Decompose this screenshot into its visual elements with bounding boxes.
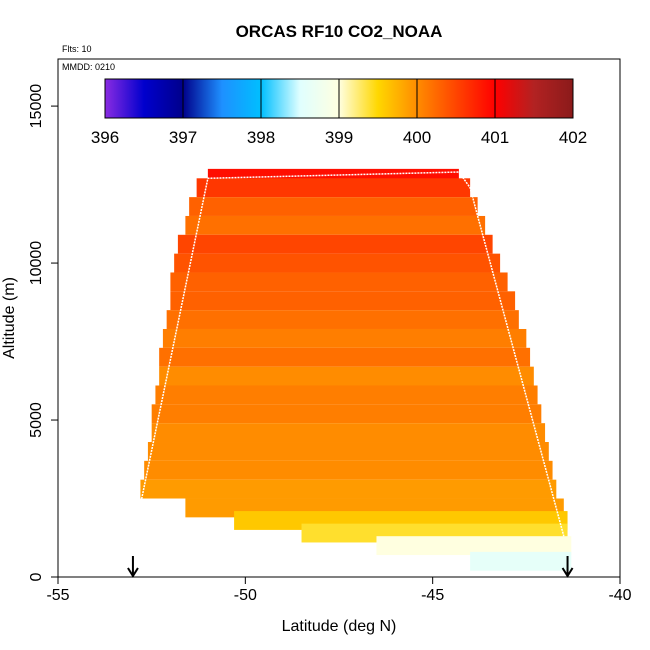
data-band: [155, 385, 538, 405]
plot-frame: [57, 58, 621, 578]
data-band: [162, 328, 527, 348]
data-band: [189, 197, 478, 216]
landing-arrow-head: [561, 567, 574, 578]
plot-area: [127, 168, 574, 578]
data-band: [170, 291, 516, 311]
x-tick-label: -55: [46, 587, 69, 604]
colorbar-tick-label: 400: [403, 128, 431, 147]
colorbar: 396 397 398 399 400 401 402: [91, 78, 587, 147]
data-band: [185, 215, 486, 235]
data-band: [159, 366, 534, 386]
x-axis-label: Latitude (deg N): [282, 618, 397, 635]
x-tick-label: -45: [421, 587, 444, 604]
takeoff-arrow-head: [127, 567, 139, 578]
y-axis-label: Altitude (m): [1, 277, 18, 359]
flights-note: Flts: 10: [62, 44, 92, 54]
data-band: [159, 347, 531, 367]
colorbar-tick-label: 399: [325, 128, 353, 147]
data-band: [470, 551, 572, 571]
data-band: [170, 272, 508, 292]
flight-track-line: [139, 171, 565, 537]
chart-title: ORCAS RF10 CO2_NOAA: [236, 22, 443, 41]
data-band: [166, 310, 519, 329]
date-note: MMDD: 0210: [62, 62, 115, 72]
data-band: [147, 442, 549, 461]
axes: -55 -50 -45 -40 0 5000 10000 15000: [28, 84, 632, 604]
landing-arrow: [561, 556, 574, 578]
x-tick-label: -40: [608, 587, 631, 604]
data-band: [151, 404, 542, 424]
data-band: [144, 460, 553, 480]
x-tick-label: -50: [234, 587, 257, 604]
data-band: [196, 178, 471, 198]
data-band: [174, 253, 501, 273]
y-tick-label: 15000: [28, 84, 45, 129]
y-tick-label: 5000: [28, 402, 45, 438]
takeoff-arrow: [127, 556, 139, 578]
data-band: [376, 536, 572, 556]
data-band: [151, 423, 546, 443]
y-tick-label: 0: [28, 572, 45, 581]
colorbar-tick-label: 402: [559, 128, 587, 147]
y-tick-label: 10000: [28, 241, 45, 286]
colorbar-tick-label: 398: [247, 128, 275, 147]
data-band: [140, 479, 557, 499]
colorbar-tick-label: 401: [481, 128, 509, 147]
colorbar-tick-label: 397: [169, 128, 197, 147]
data-band: [177, 234, 493, 254]
colorbar-tick-label: 396: [91, 128, 119, 147]
